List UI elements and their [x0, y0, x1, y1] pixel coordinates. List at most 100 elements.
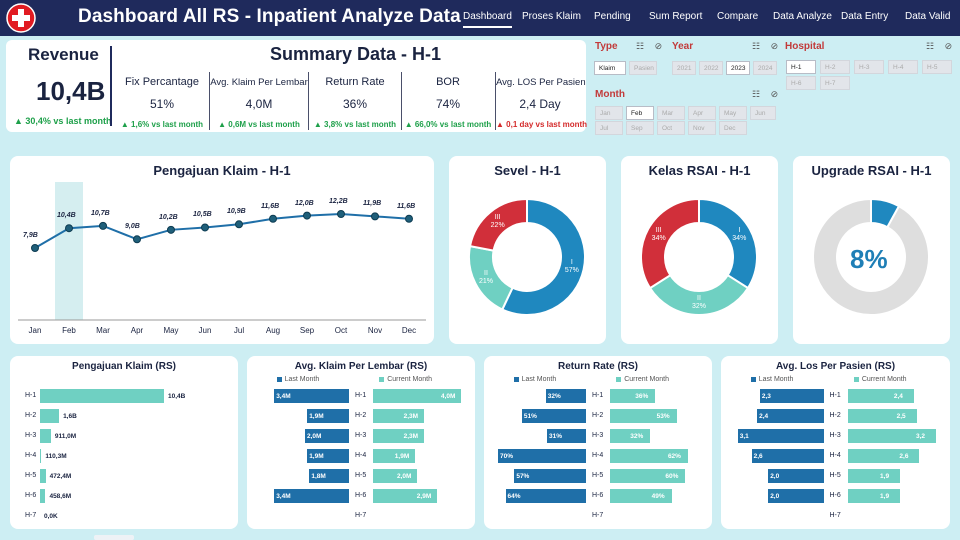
metric-value: 51% [149, 97, 175, 111]
divider [308, 72, 309, 130]
year-option-2022[interactable]: 2022 [699, 61, 723, 75]
bar-value: 2,6 [899, 453, 909, 460]
slice-label: I 57% [564, 259, 579, 275]
bar-value: 49% [651, 493, 665, 500]
month-option-jun[interactable]: Jun [750, 106, 776, 120]
bar-value: 3,4M [276, 393, 291, 400]
nav-proses-klaim[interactable]: Proses Klaim [522, 11, 581, 22]
data-point [65, 224, 73, 233]
month-option-apr[interactable]: Apr [688, 106, 716, 120]
bar-current-month [847, 429, 936, 443]
revenue-delta: ▲ 30,4% vs last month [14, 116, 112, 126]
card-title: Avg. Klaim Per Lembar (RS) [294, 361, 428, 372]
month-option-sep[interactable]: Sep [626, 121, 654, 135]
metric-return-rate: Return Rate 36% ▲ 3,8% vs last month [309, 76, 401, 132]
nav-data-valid[interactable]: Data Valid [905, 11, 951, 22]
bar-current-month [610, 429, 651, 443]
nav-pending[interactable]: Pending [594, 11, 631, 22]
year-slicer-filter-icons[interactable]: ☷ ⊘ [752, 41, 783, 51]
row-label: H-6 [25, 492, 37, 499]
bar-current-month [610, 469, 686, 483]
year-option-2023[interactable]: 2023 [726, 61, 750, 75]
bar-last-month [545, 389, 586, 403]
bar-value: 1,9M [309, 453, 324, 460]
kelas-rsai-donut-chart [640, 197, 758, 316]
bar-value: 32% [630, 433, 644, 440]
row-label: H-5 [25, 472, 37, 479]
type-slicer-label: Type [595, 41, 618, 52]
row-label: H-5 [829, 472, 841, 479]
month-option-dec[interactable]: Dec [719, 121, 747, 135]
bar-value: 32% [547, 393, 561, 400]
hospital-slicer-filter-icons[interactable]: ☷ ⊘ [926, 41, 957, 51]
bar-value: 472,4M [49, 473, 72, 480]
hospital-option-h3[interactable]: H-3 [854, 60, 884, 74]
nav-dashboard[interactable]: Dashboard [463, 11, 512, 28]
metric-label: Avg. Klaim Per Lembar [210, 77, 308, 88]
card-title: Pengajuan Klaim - H-1 [153, 163, 291, 178]
hospital-option-h5[interactable]: H-5 [922, 60, 952, 74]
month-option-jan[interactable]: Jan [595, 106, 623, 120]
month-option-mar[interactable]: Mar [657, 106, 685, 120]
bar-last-month [307, 409, 349, 423]
month-option-oct[interactable]: Oct [657, 121, 685, 135]
bar-current-month [847, 409, 917, 423]
nav-data-analyze[interactable]: Data Analyze [773, 11, 832, 22]
hospital-option-h1[interactable]: H-1 [786, 60, 816, 74]
type-option-pasien[interactable]: Pasien [629, 61, 657, 75]
bar-value: 10,4B [168, 393, 186, 400]
type-slicer-filter-icons[interactable]: ☷ ⊘ [636, 41, 667, 51]
slice-label: II 21% [478, 269, 493, 285]
hospital-option-h4[interactable]: H-4 [888, 60, 918, 74]
x-tick-label: Dec [401, 326, 417, 335]
row-label: H-5 [592, 472, 604, 479]
month-option-feb[interactable]: Feb [626, 106, 654, 120]
month-option-may[interactable]: May [719, 106, 747, 120]
hospital-option-h7[interactable]: H-7 [820, 76, 850, 90]
year-option-2024[interactable]: 2024 [753, 61, 777, 75]
avg-klaim-rs-card: Avg. Klaim Per Lembar (RS) Last Month Cur… [247, 356, 475, 529]
bar-value: 51% [523, 413, 537, 420]
hospital-option-h2[interactable]: H-2 [820, 60, 850, 74]
main-navigation: Dashboard Proses Klaim Pending Sum Repor… [450, 0, 960, 36]
donut-slice [500, 197, 586, 316]
hospital-option-h6[interactable]: H-6 [786, 76, 816, 90]
bar-last-month [307, 449, 349, 463]
month-option-jul[interactable]: Jul [595, 121, 623, 135]
avg-los-rs-card: Avg. Los Per Pasien (RS) Last Month Curre… [721, 356, 950, 529]
month-option-nov[interactable]: Nov [688, 121, 716, 135]
kelas-rsai-donut-card: Kelas RSAI - H-1 I 34% II 32% III 34% [621, 156, 778, 344]
horizontal-scrollbar[interactable] [94, 535, 134, 540]
metric-fix-percentage: Fix Percantage 51% ▲ 1,6% vs last month [114, 76, 210, 132]
nav-sum-report[interactable]: Sum Report [649, 11, 703, 22]
metric-delta: ▲ 0,1 day vs last month [496, 120, 588, 129]
x-tick-label: Jun [198, 326, 212, 335]
row-label: H-1 [355, 392, 367, 399]
bar-last-month [274, 389, 349, 403]
summary-panel: Revenue 10,4B ▲ 30,4% vs last month Summ… [6, 40, 588, 132]
bar-value: 36% [635, 393, 649, 400]
series-line [34, 212, 410, 249]
data-label: 11,6B [261, 202, 280, 210]
bar [40, 389, 164, 403]
data-point [337, 210, 345, 218]
row-label: H-2 [355, 412, 367, 419]
bar-last-month [768, 469, 824, 483]
bar-last-month [505, 489, 586, 503]
donut-slice [698, 197, 758, 290]
year-option-2021[interactable]: 2021 [672, 61, 696, 75]
data-point [269, 214, 277, 223]
row-label: H-4 [355, 452, 367, 459]
data-label: 11,9B [363, 200, 382, 208]
nav-compare[interactable]: Compare [717, 11, 759, 22]
month-slicer-filter-icons[interactable]: ☷ ⊘ [752, 89, 783, 99]
bar-value: 70% [500, 453, 514, 460]
card-title: Upgrade RSAI - H-1 [811, 163, 932, 178]
bar-value: 1,9M [309, 413, 324, 420]
type-option-klaim[interactable]: Klaim [594, 61, 626, 75]
nav-data-entry[interactable]: Data Entry [841, 11, 889, 22]
revenue-value: 10,4B [36, 76, 106, 106]
metric-value: 2,4 Day [519, 97, 561, 111]
bar-value: 64% [507, 493, 521, 500]
bar-current-month [373, 469, 417, 483]
